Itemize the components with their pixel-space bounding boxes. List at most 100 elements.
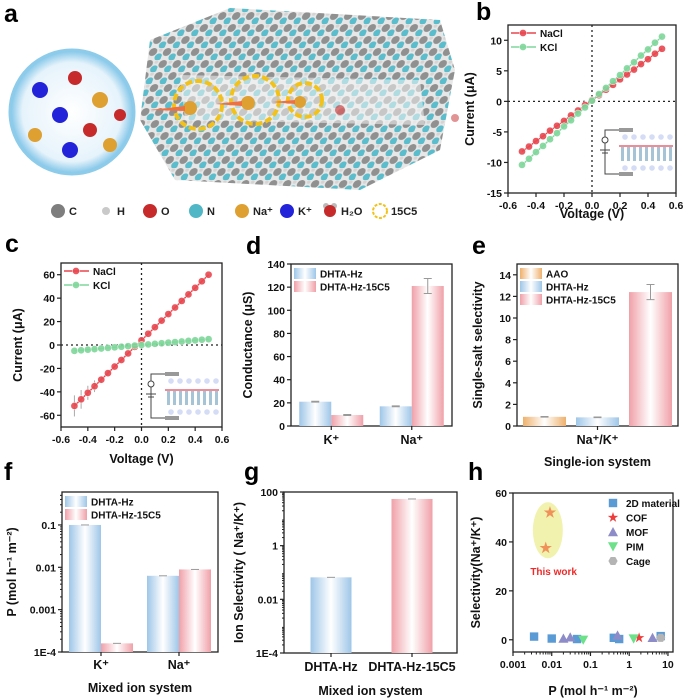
chart-panel-f: f 1E-4 0.001 0.01 0.1 P (mol h⁻¹ m⁻²) Mixed io… bbox=[4, 458, 219, 695]
data-point bbox=[130, 341, 139, 350]
ion-dot bbox=[177, 409, 183, 415]
y-tick-label: 0.1 bbox=[41, 520, 56, 532]
y-tick-label: 2 bbox=[505, 399, 511, 411]
data-point bbox=[151, 339, 159, 348]
category-label: K⁺ bbox=[323, 433, 339, 447]
data-point bbox=[83, 388, 92, 397]
data-point bbox=[612, 630, 623, 640]
data-point bbox=[651, 49, 659, 58]
category-label: Na⁺/K⁺ bbox=[577, 433, 619, 447]
legend-marker bbox=[608, 556, 618, 566]
data-point bbox=[97, 344, 106, 353]
y-tick-label: 120 bbox=[267, 282, 285, 294]
legend-marker bbox=[519, 43, 527, 51]
y-tick-label: 60 bbox=[273, 352, 285, 364]
x-tick-label: 0.01 bbox=[542, 659, 563, 671]
channel-pillar bbox=[651, 147, 654, 161]
legend-label: NaCl bbox=[93, 267, 116, 278]
data-point bbox=[518, 147, 526, 156]
bar-DHTA-Hz bbox=[576, 417, 619, 426]
bar-DHTA-Hz-15C5 bbox=[179, 569, 211, 652]
legend-label: KCl bbox=[540, 43, 557, 54]
data-point bbox=[565, 632, 576, 642]
atom-icon bbox=[51, 204, 65, 218]
ion-dot bbox=[204, 378, 210, 384]
atom-icon bbox=[235, 204, 249, 218]
data-point bbox=[553, 121, 561, 130]
y-axis-label: Conductance (μS) bbox=[241, 292, 255, 399]
y-tick-label: 14 bbox=[499, 270, 511, 282]
y-tick-label: 20 bbox=[43, 317, 55, 329]
data-point bbox=[124, 349, 132, 358]
y-tick-label: 100 bbox=[260, 487, 278, 499]
legend-item-C: C bbox=[51, 204, 77, 218]
x-tick-label: -0.4 bbox=[79, 434, 97, 446]
crown-ether-rings bbox=[172, 74, 324, 131]
crown-ether-icon bbox=[372, 203, 388, 219]
atom-icon bbox=[280, 204, 294, 218]
legend-label: KCl bbox=[93, 281, 110, 292]
category-label: K⁺ bbox=[93, 658, 109, 672]
data-point bbox=[518, 161, 526, 169]
channel-pillar bbox=[209, 391, 212, 405]
y-tick-label: 140 bbox=[267, 259, 285, 271]
error-bar bbox=[540, 415, 549, 418]
panel-label-h: h bbox=[468, 458, 483, 486]
error-bar bbox=[646, 284, 655, 301]
data-point bbox=[177, 337, 186, 346]
channel-pillar bbox=[197, 391, 200, 405]
data-point bbox=[144, 329, 153, 338]
legend-label: AAO bbox=[546, 270, 568, 281]
this-work-highlight bbox=[532, 502, 563, 559]
x-tick-label: 0.0 bbox=[134, 434, 149, 446]
legend-marker bbox=[72, 267, 80, 275]
error-bar bbox=[343, 414, 352, 416]
data-point bbox=[137, 341, 146, 349]
channel-pillar bbox=[167, 391, 170, 405]
y-tick-label: -5 bbox=[493, 127, 502, 139]
ion-transport-streaks bbox=[150, 96, 459, 122]
bar-DHTA-Hz bbox=[147, 575, 179, 652]
data-point bbox=[110, 362, 119, 371]
ion-cluster bbox=[28, 71, 126, 158]
data-point bbox=[77, 346, 85, 355]
channel-pillar bbox=[191, 391, 194, 405]
legend-label: DHTA-Hz bbox=[546, 283, 589, 294]
x-tick-label: 10 bbox=[662, 659, 674, 671]
error-bar bbox=[593, 416, 602, 419]
series-Cage bbox=[656, 633, 666, 642]
legend-label: COF bbox=[626, 514, 647, 525]
ion-dot bbox=[631, 134, 637, 140]
x-tick-label: 1 bbox=[626, 659, 632, 671]
legend-item-15C5: 15C5 bbox=[372, 203, 417, 219]
legend-label: NaCl bbox=[540, 29, 563, 40]
data-point bbox=[560, 122, 568, 131]
legend-label: DHTA-Hz bbox=[320, 270, 363, 281]
error-bar bbox=[391, 405, 400, 408]
chart-panel-b: b -15 -10 -5 0 5 10 -0.6 -0.4 -0.2 0.0 0.2 0.4 0.6 Cur… bbox=[463, 0, 683, 221]
legend-label: K⁺ bbox=[298, 206, 312, 218]
ion-dot bbox=[168, 409, 174, 415]
panel-label-e: e bbox=[472, 232, 486, 260]
y-tick-label: 4 bbox=[505, 378, 511, 390]
circuit-inset bbox=[600, 128, 673, 176]
data-point bbox=[157, 316, 166, 325]
ion-dot bbox=[195, 409, 201, 415]
data-point bbox=[616, 71, 624, 79]
y-tick-label: -60 bbox=[40, 410, 55, 422]
data-point bbox=[574, 109, 582, 118]
y-tick-label: -20 bbox=[40, 363, 55, 375]
channel-pillar bbox=[215, 391, 218, 405]
data-point bbox=[110, 343, 119, 352]
this-work-point bbox=[543, 506, 557, 518]
legend-label: DHTA-Hz-15C5 bbox=[546, 296, 616, 307]
channel-pillar bbox=[203, 391, 206, 405]
legend-item-K⁺: K⁺ bbox=[280, 204, 312, 218]
data-point bbox=[572, 634, 582, 644]
channel-pillar bbox=[627, 147, 630, 161]
data-point bbox=[104, 369, 112, 377]
channel-pillar bbox=[173, 391, 176, 405]
circuit-inset bbox=[146, 372, 219, 420]
series-KCl bbox=[70, 335, 213, 355]
bar-DHTA-Hz-15C5 bbox=[391, 498, 433, 653]
